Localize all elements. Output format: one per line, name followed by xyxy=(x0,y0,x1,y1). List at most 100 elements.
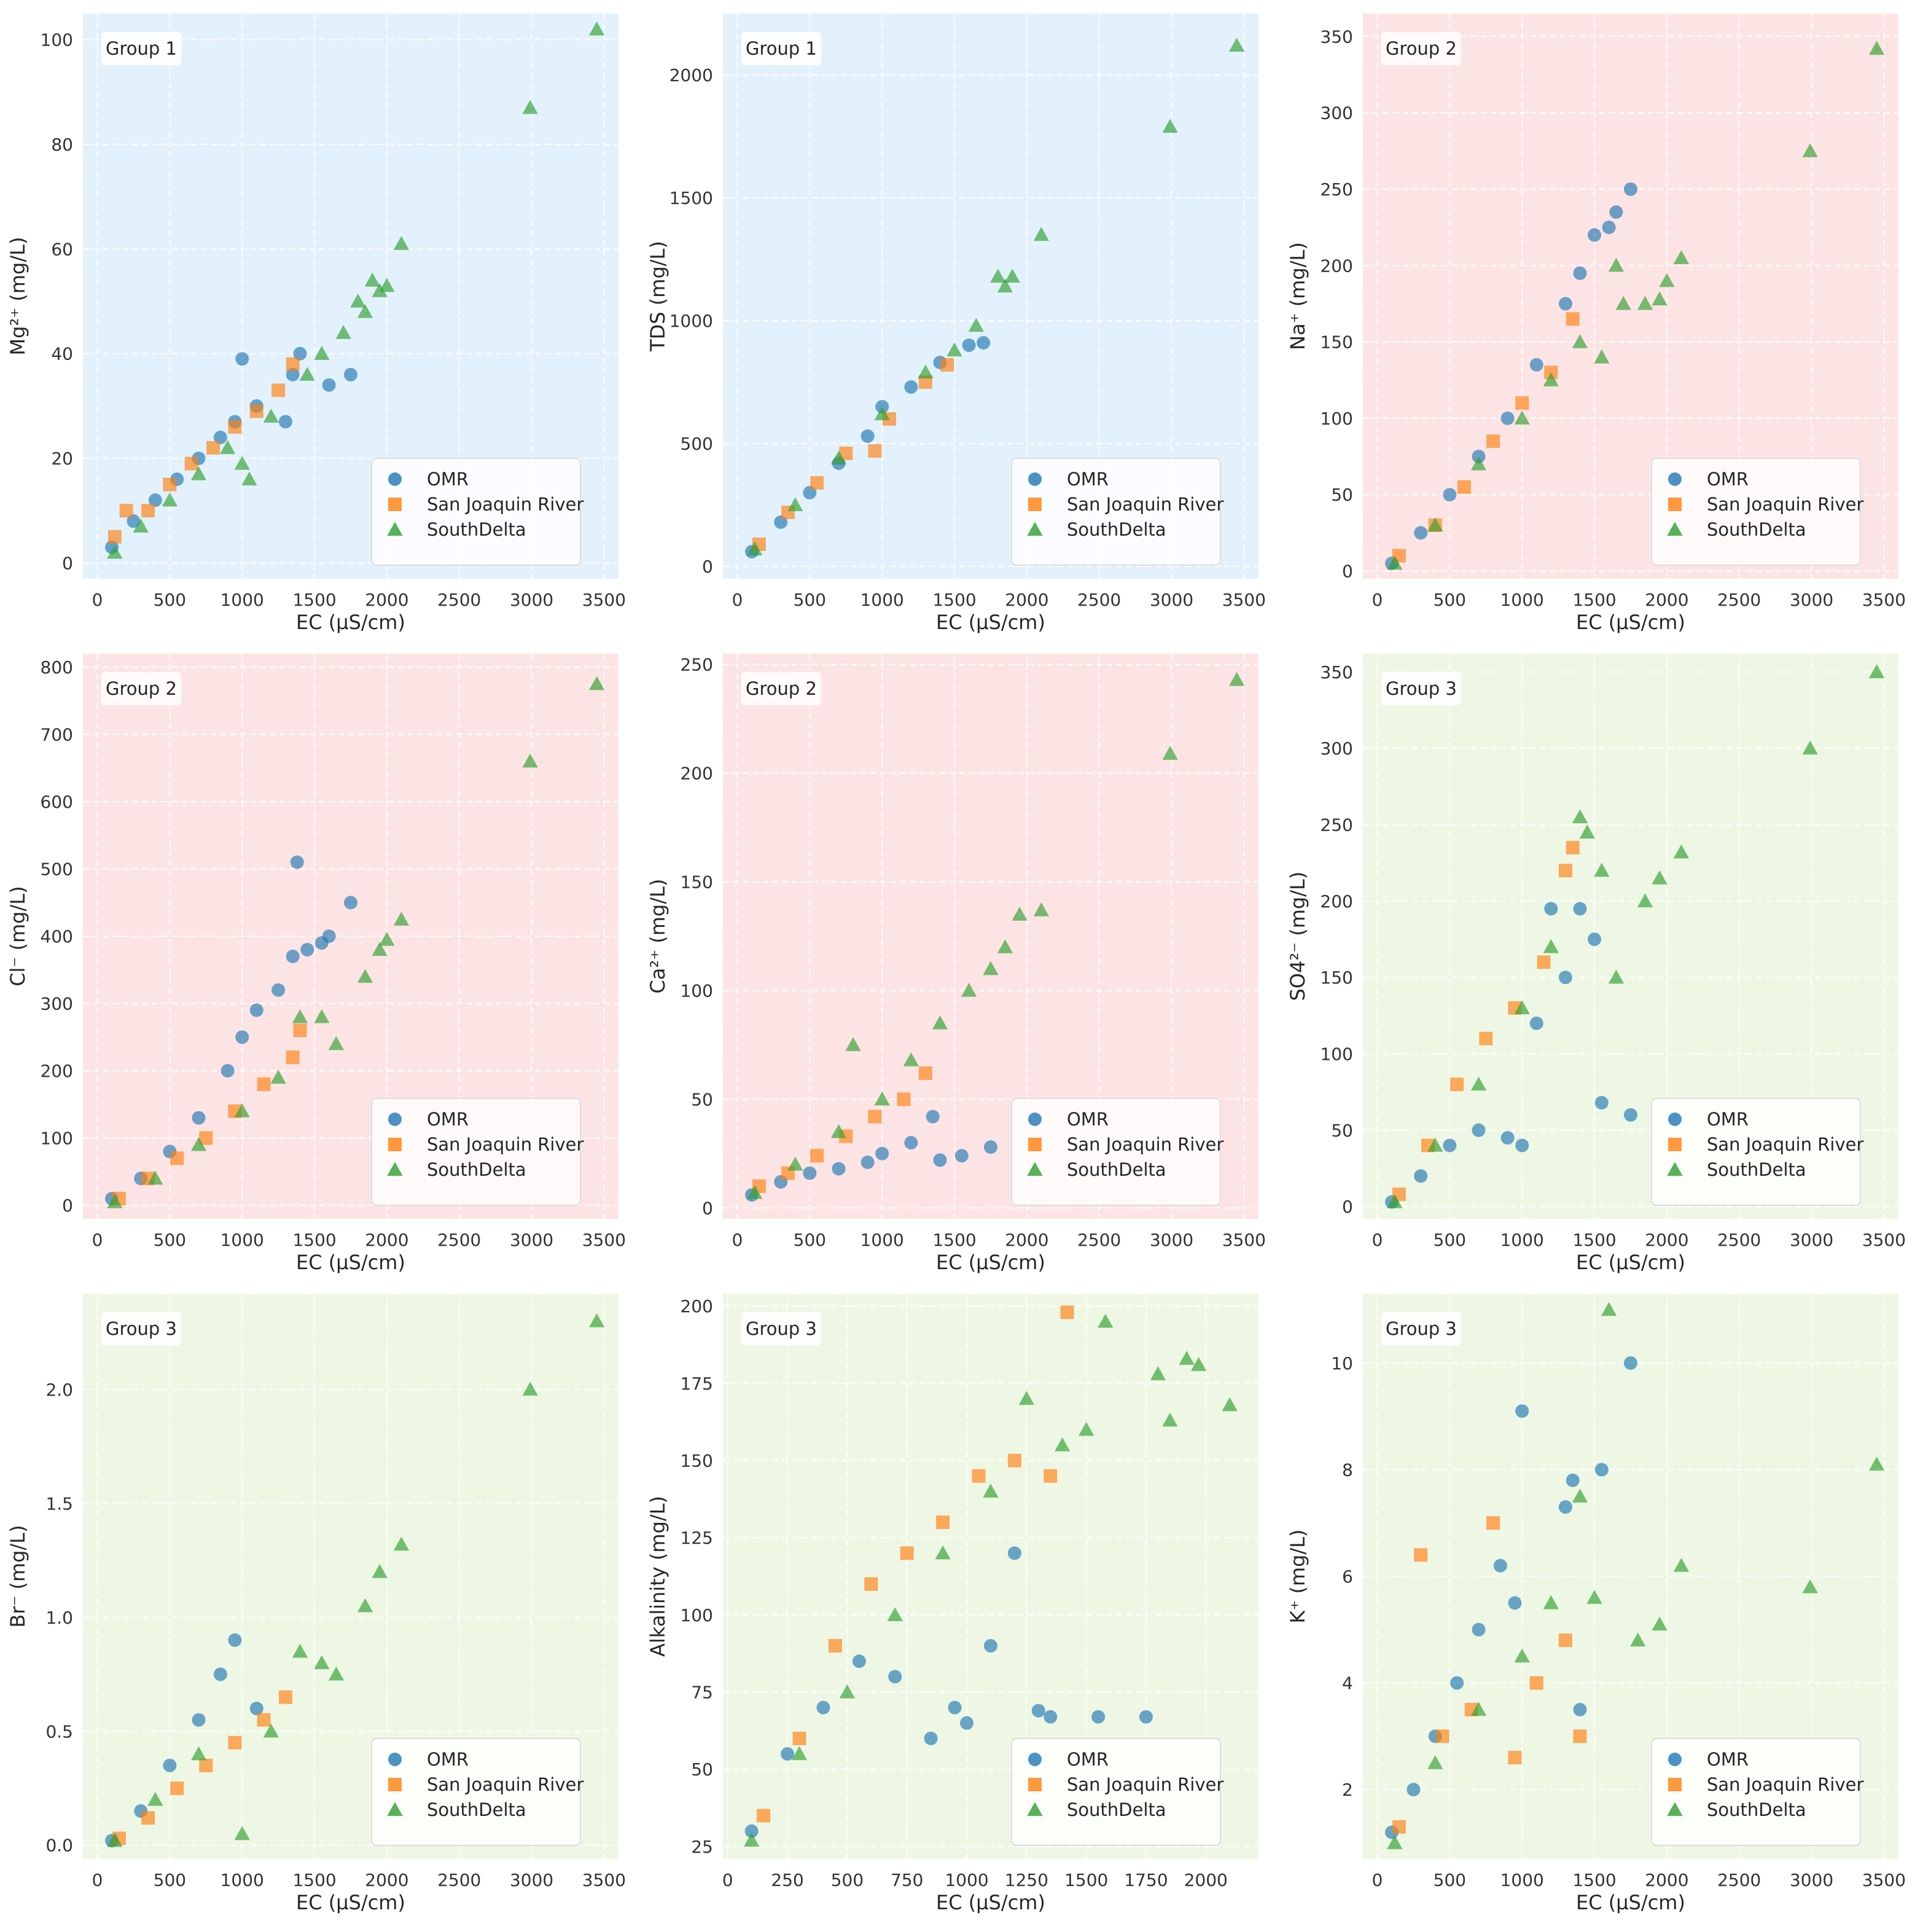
data-point-southdelta xyxy=(220,440,236,455)
x-tick-label: 750 xyxy=(891,1870,923,1890)
data-point-southdelta xyxy=(1802,1579,1818,1594)
legend-label-sjr: San Joaquin River xyxy=(1067,1774,1223,1795)
x-tick-label: 0 xyxy=(1372,590,1383,610)
y-tick-label: 250 xyxy=(1320,815,1353,835)
data-point-omr xyxy=(962,338,976,352)
x-tick-label: 2000 xyxy=(1645,1230,1688,1250)
data-point-omr xyxy=(1624,182,1637,196)
data-point-sjr xyxy=(1566,840,1580,855)
legend: OMR San Joaquin River SouthDelta xyxy=(1651,458,1863,566)
x-tick-label: 2500 xyxy=(437,1870,481,1890)
subplot-1: 0 500 1000 1500 2000 2500 3000 3500 0 20 40 60 80 100… xyxy=(6,14,626,634)
legend-marker-southdelta xyxy=(387,1802,403,1817)
y-axis-label: Mg²⁺ (mg/L) xyxy=(6,237,29,356)
x-axis-label: EC (µS/cm) xyxy=(296,1251,405,1274)
data-point-southdelta xyxy=(263,409,279,423)
x-axis-label: EC (µS/cm) xyxy=(1576,1891,1685,1914)
data-point-southdelta xyxy=(1387,1835,1403,1850)
data-point-southdelta xyxy=(747,541,763,556)
legend-label-omr: OMR xyxy=(1067,469,1109,490)
legend: OMR San Joaquin River SouthDelta xyxy=(1651,1098,1863,1206)
y-tick-label: 80 xyxy=(51,135,73,155)
legend-marker-southdelta xyxy=(1667,522,1683,536)
data-point-southdelta xyxy=(1162,119,1178,133)
group-label-box xyxy=(741,1312,821,1345)
legend-marker-southdelta xyxy=(1027,1802,1043,1817)
data-point-omr xyxy=(249,1003,263,1017)
data-point-southdelta xyxy=(522,753,538,768)
y-tick-label: 10 xyxy=(1331,1353,1353,1374)
data-point-southdelta xyxy=(393,1536,410,1551)
data-point-southdelta xyxy=(270,1070,286,1084)
legend-label-sjr: San Joaquin River xyxy=(1707,494,1863,515)
data-point-southdelta xyxy=(1608,257,1624,272)
data-point-omr xyxy=(213,1667,227,1681)
x-tick-label: 1500 xyxy=(1064,1870,1108,1890)
group-label-text: Group 3 xyxy=(746,1318,817,1339)
x-tick-label: 3000 xyxy=(1150,1230,1193,1250)
data-point-sjr xyxy=(1529,1676,1543,1690)
data-point-southdelta xyxy=(874,406,890,421)
x-tick-label: 3500 xyxy=(582,1230,626,1250)
subplot-8: 0 250 500 750 1000 1250 1500 1750 2000 25 50 75 100 1… xyxy=(646,1294,1258,1914)
data-point-southdelta xyxy=(393,236,410,250)
data-point-omr xyxy=(781,1747,795,1761)
data-point-southdelta xyxy=(1018,1391,1035,1406)
y-axis-label: K⁺ (mg/L) xyxy=(1286,1529,1309,1623)
x-tick-label: 1000 xyxy=(860,1230,904,1250)
data-point-southdelta xyxy=(522,100,538,114)
y-tick-label: 8 xyxy=(1342,1460,1353,1480)
data-point-southdelta xyxy=(1615,295,1631,310)
data-point-sjr xyxy=(1479,1031,1493,1046)
y-tick-label: 125 xyxy=(681,1528,713,1548)
data-point-southdelta xyxy=(292,1643,308,1658)
data-point-southdelta xyxy=(1514,410,1530,425)
data-point-southdelta xyxy=(1659,273,1675,287)
data-point-omr xyxy=(228,1633,242,1647)
legend-label-sjr: San Joaquin River xyxy=(1067,1134,1223,1155)
y-tick-label: 50 xyxy=(691,1089,713,1109)
data-point-omr xyxy=(322,378,336,392)
legend-box xyxy=(1651,458,1861,566)
data-point-sjr xyxy=(839,447,853,460)
x-tick-label: 1250 xyxy=(1005,1870,1048,1890)
data-point-sjr xyxy=(170,1781,184,1795)
data-point-sjr xyxy=(1060,1305,1074,1320)
data-point-omr xyxy=(192,1713,206,1727)
data-point-southdelta xyxy=(1470,1702,1487,1716)
data-point-sjr xyxy=(119,504,133,518)
data-point-omr xyxy=(1414,1169,1428,1183)
data-point-southdelta xyxy=(372,283,388,297)
data-point-southdelta xyxy=(791,1746,808,1761)
x-tick-label: 500 xyxy=(154,1230,186,1250)
legend-label-southdelta: SouthDelta xyxy=(1707,1159,1806,1180)
x-tick-label: 1000 xyxy=(220,590,264,610)
series-southdelta xyxy=(1387,664,1885,1208)
legend-marker-southdelta xyxy=(1027,522,1043,536)
legend-label-omr: OMR xyxy=(427,469,469,490)
data-point-omr xyxy=(1414,526,1428,540)
y-tick-label: 0.0 xyxy=(45,1836,73,1856)
data-point-southdelta xyxy=(830,450,847,465)
data-point-sjr xyxy=(228,420,242,434)
legend-marker-sjr xyxy=(388,1778,402,1791)
group-label-text: Group 3 xyxy=(1386,678,1457,699)
data-point-omr xyxy=(1472,1123,1486,1137)
x-tick-label: 3000 xyxy=(510,1230,553,1250)
data-point-omr xyxy=(1573,1702,1587,1716)
y-axis-label: Ca²⁺ (mg/L) xyxy=(646,879,669,994)
data-point-southdelta xyxy=(299,367,315,381)
data-point-omr xyxy=(300,942,314,956)
data-point-omr xyxy=(852,1654,866,1668)
x-tick-label: 2500 xyxy=(1717,590,1761,610)
y-tick-label: 150 xyxy=(1320,968,1353,988)
y-tick-label: 60 xyxy=(51,239,73,259)
y-tick-label: 0 xyxy=(1342,561,1353,582)
y-tick-label: 600 xyxy=(41,792,73,812)
legend-label-omr: OMR xyxy=(1707,1749,1749,1770)
group-label-box xyxy=(1381,672,1461,705)
series-southdelta xyxy=(747,671,1245,1199)
group-label: Group 1 xyxy=(741,32,821,65)
data-point-southdelta xyxy=(1594,862,1610,877)
data-point-sjr xyxy=(868,444,882,458)
